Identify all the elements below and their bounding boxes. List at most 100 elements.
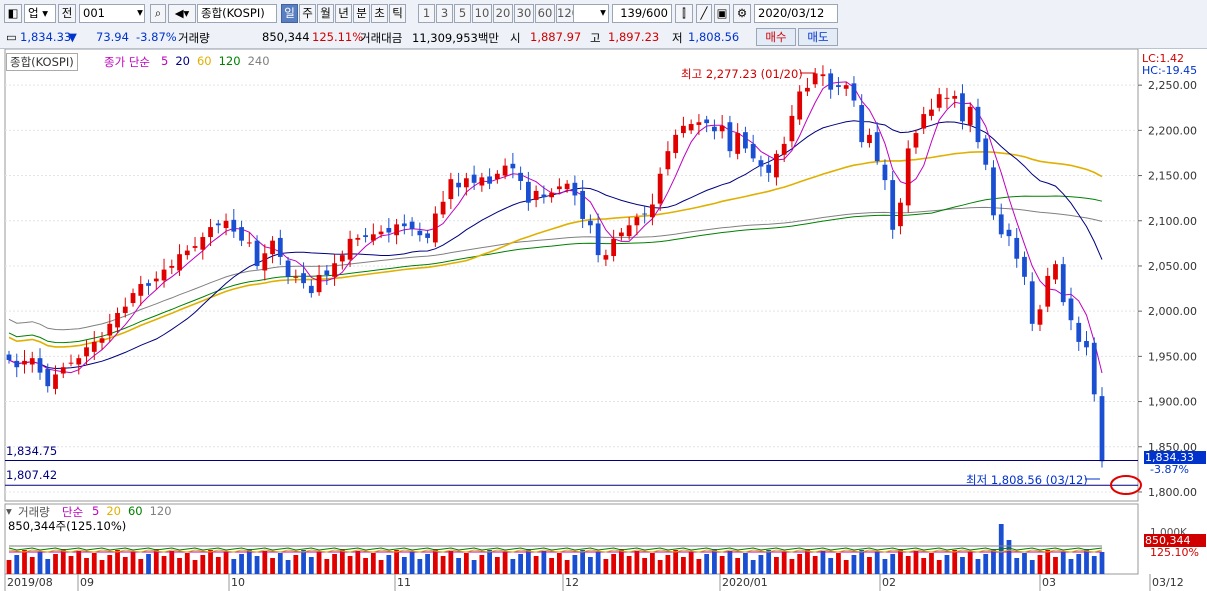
candle-body [324, 270, 330, 275]
candle-body [983, 138, 989, 165]
volume-bar [378, 560, 384, 574]
candle-body [828, 73, 834, 90]
volume-last-tag: 850,344 [1144, 534, 1206, 547]
volume-bar [921, 558, 927, 574]
candle-body [1053, 264, 1058, 280]
candle-body [14, 360, 20, 368]
ma-line-240 [8, 206, 1103, 331]
speaker-icon[interactable]: ◀▾ [168, 4, 196, 23]
candle-body [696, 122, 702, 125]
x-tick-label: 03/12 [1152, 576, 1184, 589]
period-button-4[interactable]: 분 [353, 4, 370, 23]
code-input[interactable]: 001 [79, 4, 145, 23]
period-button-5[interactable]: 초 [371, 4, 388, 23]
candle-body [991, 167, 996, 216]
volume-bar [425, 554, 430, 574]
code-dropdown-icon[interactable]: ▾ [137, 5, 143, 19]
volume-bar [975, 559, 981, 574]
candle-body [370, 234, 376, 241]
interval-button-120[interactable]: 120 [556, 4, 578, 23]
candle-body [1068, 298, 1074, 321]
volume-bar [967, 552, 973, 574]
price-chart[interactable]: 2,250.00 2,200.00 2,150.00 2,100.00 2,050.00… [0, 49, 1207, 591]
chart-area[interactable]: 2,250.00 2,200.00 2,150.00 2,100.00 2,050.00… [0, 49, 1207, 591]
candle-body [394, 224, 399, 236]
volume-bar [502, 552, 508, 574]
search-icon[interactable]: ⌕ [150, 4, 166, 23]
volume-bar [130, 552, 136, 574]
y-tick-label: 2,150.00 [1148, 170, 1197, 183]
candle-body [363, 235, 368, 238]
interval-button-30[interactable]: 30 [514, 4, 534, 23]
candle-body [37, 358, 43, 373]
legend-ma-60: 60 [196, 54, 212, 68]
period-button-6[interactable]: 틱 [389, 4, 406, 23]
volume-bar [603, 559, 609, 574]
volume-last-pct: 125.10% [1150, 546, 1199, 559]
volume-bar [789, 559, 795, 574]
volume-bar [595, 552, 601, 574]
candle-body [231, 219, 237, 232]
sell-button[interactable]: 매도 [798, 28, 838, 46]
candle-type-icon[interactable]: ⫿ [675, 4, 693, 23]
info-icon: ▭ [6, 30, 17, 44]
candle-body [890, 180, 896, 230]
interval-dropdown-icon[interactable]: ▾ [600, 5, 606, 19]
period-button-3[interactable]: 년 [335, 4, 352, 23]
volume-bar [518, 554, 524, 574]
candle-body [836, 85, 841, 87]
draw-line-icon[interactable]: ╱ [696, 4, 712, 23]
period-button-1[interactable]: 주 [299, 4, 316, 23]
volume-bar [215, 557, 221, 574]
volume-bar [254, 556, 260, 574]
interval-button-10[interactable]: 10 [472, 4, 492, 23]
interval-button-3[interactable]: 3 [436, 4, 453, 23]
candle-body [456, 182, 461, 188]
candle-body [200, 237, 206, 250]
y-tick-label: 1,850.00 [1148, 441, 1197, 454]
candle-body [921, 114, 927, 129]
market-value: 업 [28, 6, 39, 20]
buy-button[interactable]: 매수 [756, 28, 796, 46]
volume-bar [308, 557, 314, 574]
interval-button-1[interactable]: 1 [418, 4, 435, 23]
candle-body [192, 246, 198, 248]
volume-bar [673, 550, 679, 574]
line1-label: 1,834.75 [6, 444, 58, 458]
candle-body [797, 91, 803, 120]
volume-ma-120: 120 [149, 504, 172, 518]
candle-body [425, 233, 430, 238]
period-button-0[interactable]: 일 [281, 4, 298, 23]
interval-button-20[interactable]: 20 [493, 4, 513, 23]
save-icon[interactable]: ▣ [714, 4, 730, 23]
date-input[interactable]: 2020/03/12 [754, 4, 838, 23]
layout-icon[interactable]: ◧ [4, 4, 22, 23]
volume-bar [750, 560, 756, 574]
period-button-2[interactable]: 월 [317, 4, 334, 23]
volume-bar [487, 550, 492, 574]
candle-body [843, 85, 849, 89]
candle-body [781, 143, 787, 155]
interval-input[interactable] [573, 4, 609, 23]
volume-value: 850,344 [262, 30, 310, 44]
volume-bar [200, 555, 206, 574]
volume-bar [1068, 559, 1074, 574]
ma-line-120 [8, 195, 1103, 344]
interval-button-60[interactable]: 60 [535, 4, 555, 23]
candle-body [572, 182, 578, 196]
candle-body [595, 223, 601, 256]
volume-bar [440, 556, 446, 574]
candle-body [766, 164, 772, 173]
candle-body [270, 240, 275, 255]
interval-button-5[interactable]: 5 [454, 4, 471, 23]
candle-body [727, 122, 733, 152]
settings-icon[interactable]: ⚙ [733, 4, 751, 23]
market-select[interactable]: 업 ▾ [24, 4, 56, 23]
volume-bar [332, 554, 337, 574]
legend-ma-20: 20 [175, 54, 190, 68]
volume-bar [719, 556, 725, 574]
candle-body [215, 223, 221, 226]
legend-ma-240: 240 [247, 54, 270, 68]
volume-bar [494, 557, 500, 574]
candle-body [626, 225, 632, 237]
